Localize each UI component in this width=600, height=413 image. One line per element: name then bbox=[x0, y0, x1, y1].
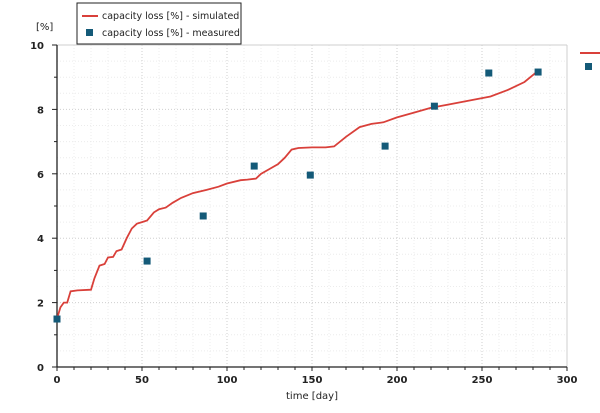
data-point-measured bbox=[53, 315, 61, 323]
data-point-measured bbox=[534, 68, 542, 76]
data-point-measured bbox=[199, 212, 207, 220]
legend-label-simulated: capacity loss [%] - simulated bbox=[102, 11, 239, 22]
y-tick-label: 10 bbox=[30, 41, 44, 52]
x-tick-label: 300 bbox=[557, 375, 578, 386]
y-tick-label: 2 bbox=[37, 299, 44, 310]
data-point-measured bbox=[143, 257, 151, 265]
data-point-measured bbox=[381, 142, 389, 150]
grid bbox=[57, 44, 568, 367]
data-point-measured bbox=[485, 69, 493, 77]
legend-swatch-measured bbox=[86, 29, 93, 36]
marks bbox=[53, 68, 542, 323]
clipped-legend-right bbox=[580, 52, 600, 70]
data-point-measured bbox=[430, 102, 438, 110]
legend-box bbox=[76, 2, 242, 45]
x-tick-label: 50 bbox=[135, 375, 149, 386]
legend: capacity loss [%] - simulated capacity l… bbox=[76, 2, 242, 45]
data-point-measured bbox=[250, 162, 258, 170]
axes: 0 50 100 150 200 250 300 0 2 4 6 8 10 bbox=[30, 41, 577, 386]
x-axis-label: time [day] bbox=[286, 391, 338, 402]
y-tick-label: 0 bbox=[37, 363, 44, 374]
y-axis-label: [%] bbox=[36, 22, 53, 33]
y-tick-label: 8 bbox=[37, 105, 44, 116]
x-tick-label: 200 bbox=[387, 375, 408, 386]
y-tick-label: 4 bbox=[37, 234, 44, 245]
x-tick-label: 150 bbox=[302, 375, 323, 386]
clipped-legend-square bbox=[585, 63, 592, 70]
y-tick-label: 6 bbox=[37, 170, 44, 181]
x-tick-label: 100 bbox=[217, 375, 238, 386]
legend-label-measured: capacity loss [%] - measured bbox=[102, 28, 240, 39]
data-point-measured bbox=[306, 171, 314, 179]
x-tick-label: 0 bbox=[54, 375, 61, 386]
series-line-simulated bbox=[56, 70, 539, 319]
x-tick-label: 250 bbox=[472, 375, 493, 386]
